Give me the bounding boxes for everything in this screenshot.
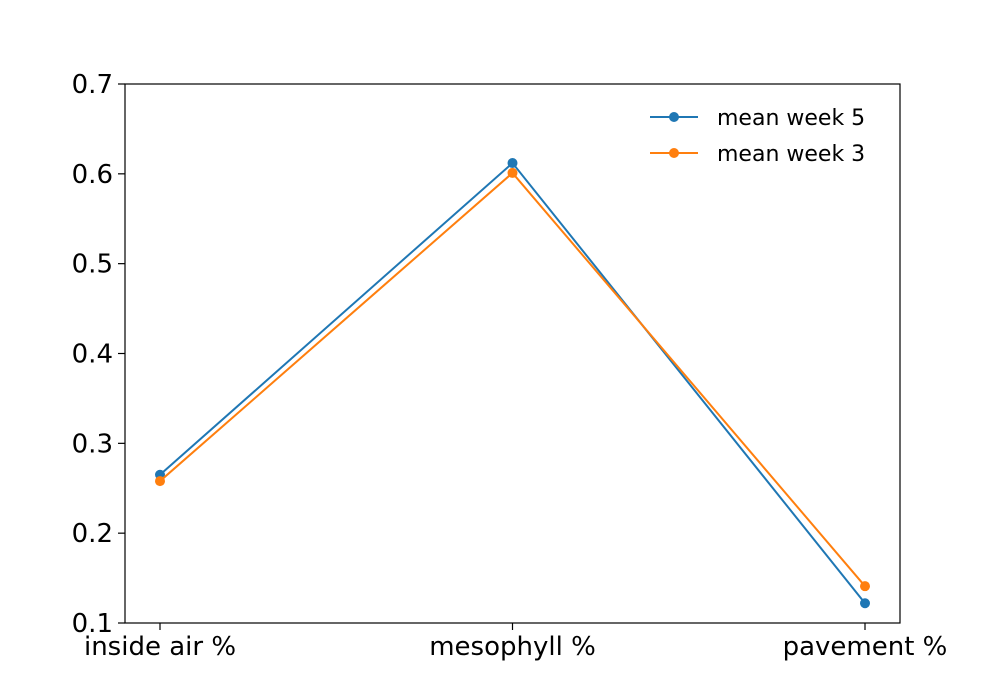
y-tick-label: 0.6 [72, 160, 113, 190]
axis-layer: 0.1 0.2 0.3 0.4 0.5 0.6 0.7 inside air % mesophy… [72, 70, 948, 662]
legend: mean week 5 mean week 3 [650, 106, 865, 167]
legend-marker [669, 112, 679, 122]
legend-marker [669, 148, 679, 158]
y-tick-label: 0.3 [72, 429, 113, 459]
legend-label: mean week 5 [717, 106, 865, 131]
data-point [860, 598, 870, 609]
legend-item: mean week 3 [650, 142, 865, 167]
legend-label: mean week 3 [717, 142, 865, 167]
series-2 [155, 167, 870, 592]
y-tick-label: 0.5 [72, 250, 113, 280]
data-point [860, 581, 870, 592]
x-tick-label: inside air % [84, 632, 236, 662]
x-tick-label: mesophyll % [429, 632, 596, 662]
series-layer [155, 158, 870, 609]
y-tick-label: 0.2 [72, 519, 113, 549]
y-tick-label: 0.1 [72, 609, 113, 639]
data-point [507, 158, 518, 169]
data-point [507, 167, 518, 178]
y-tick-label: 0.7 [72, 70, 113, 100]
x-tick-label: pavement % [783, 632, 948, 662]
y-tick-label: 0.4 [72, 340, 113, 370]
legend-item: mean week 5 [650, 106, 865, 131]
data-point [155, 476, 165, 487]
